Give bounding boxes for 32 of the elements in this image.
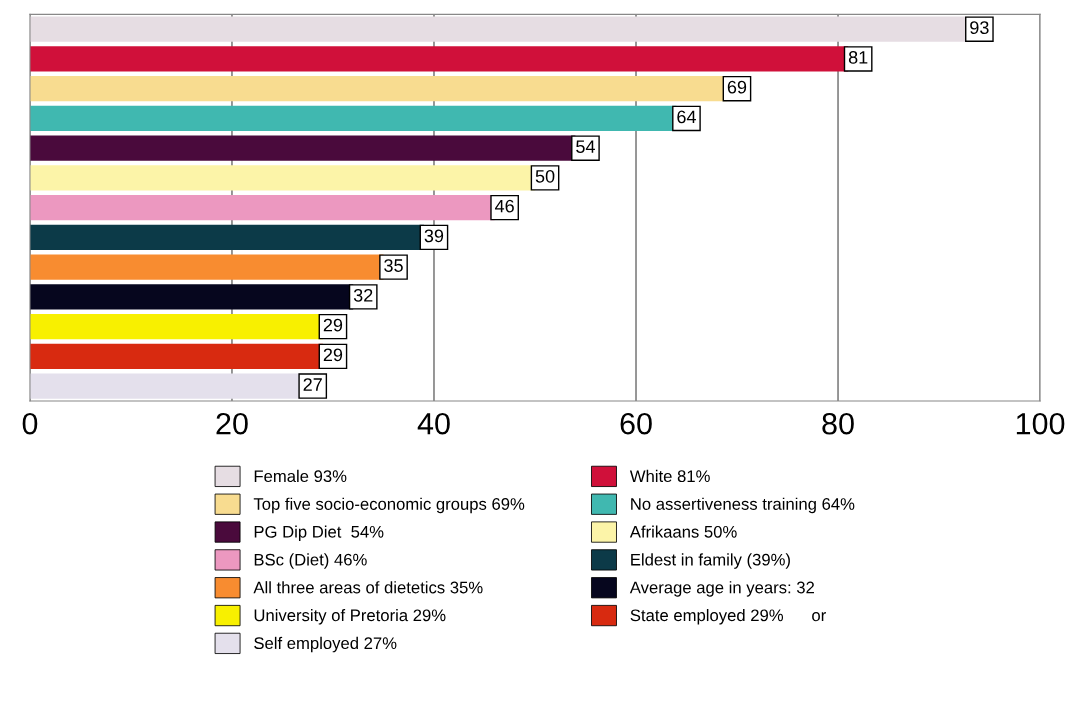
data-label: 64 [677, 110, 696, 124]
legend-label: State employed 29% or [630, 608, 826, 625]
x-tick-label: 0 [22, 412, 38, 435]
legend-label: All three areas of dietetics 35% [253, 581, 483, 594]
legend-label: Self employed 27% [254, 636, 397, 653]
legend-label: University of Pretoria 29% [254, 608, 446, 625]
legend-label: White 81% [629, 469, 710, 483]
x-tick-label: 80 [822, 412, 854, 435]
x-tick-label: 20 [216, 412, 248, 435]
data-label: 50 [535, 169, 555, 183]
legend-label: Average age in years: 32 [629, 581, 814, 597]
data-label: 29 [323, 348, 343, 362]
legend-label: No assertiveness training 64% [631, 497, 855, 514]
data-label: 39 [424, 229, 444, 243]
x-tick-label: 40 [417, 412, 450, 435]
data-label: 29 [323, 318, 343, 332]
legend-label: Top five socio-economic groups 69% [253, 497, 525, 514]
data-label: 35 [384, 259, 403, 272]
data-label: 27 [303, 378, 322, 391]
legend-label: Afrikaans 50% [629, 525, 737, 538]
legend-label: PG Dip Diet 54% [254, 525, 384, 542]
data-label: 32 [353, 288, 373, 302]
x-tick-label: 60 [620, 412, 652, 435]
legend-label: BSc (Diet) 46% [254, 553, 367, 569]
legend-label: Female 93% [254, 469, 347, 483]
data-label: 69 [727, 80, 747, 94]
data-label: 93 [970, 21, 989, 35]
data-label: 81 [848, 50, 868, 64]
data-label: 54 [576, 140, 595, 153]
x-tick-label: 100 [1016, 412, 1065, 435]
legend-label: Eldest in family (39%) [631, 553, 790, 569]
data-label: 46 [495, 199, 514, 213]
